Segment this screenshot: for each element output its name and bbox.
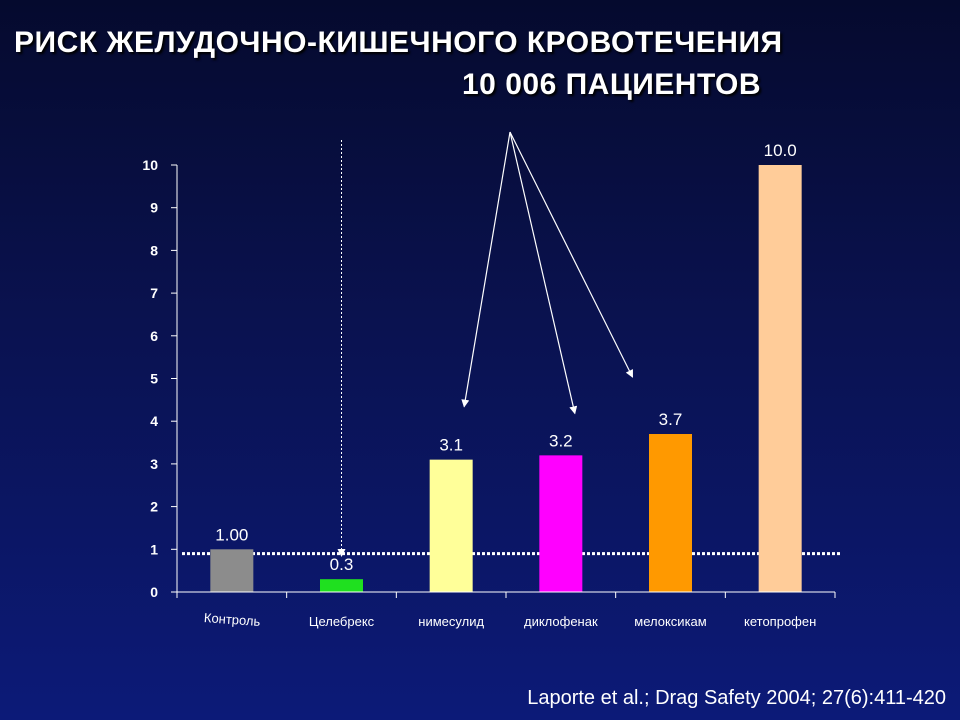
data-label-нимесулид: 3.1 <box>439 436 463 455</box>
y-tick-label-8: 8 <box>150 242 158 258</box>
y-tick-label-4: 4 <box>150 413 158 429</box>
annotation-arrow-мелоксикам <box>509 131 634 378</box>
y-tick-label-6: 6 <box>150 328 158 344</box>
data-label-диклофенак: 3.2 <box>549 431 573 450</box>
y-tick-label-9: 9 <box>150 200 158 216</box>
x-tick-label-нимесулид: нимесулид <box>418 614 484 629</box>
y-tick-label-3: 3 <box>150 456 158 472</box>
chart-title-line2: 10 006 ПАЦИЕНТОВ <box>462 68 762 101</box>
data-label-кетопрофен: 10.0 <box>764 141 797 160</box>
bar-кетопрофен <box>758 165 802 592</box>
y-tick-label-1: 1 <box>150 541 158 557</box>
y-tick-label-5: 5 <box>150 371 158 387</box>
chart-title-line1: РИСК ЖЕЛУДОЧНО-КИШЕЧНОГО КРОВОТЕЧЕНИЯ <box>14 26 783 59</box>
y-tick-label-7: 7 <box>150 285 158 301</box>
y-tick-label-10: 10 <box>142 157 158 173</box>
bar-мелоксикам <box>649 434 692 592</box>
annotation-arrow-нимесулид <box>461 131 511 408</box>
bar-Контроль <box>210 549 254 592</box>
x-tick-label-диклофенак: диклофенак <box>524 614 598 629</box>
x-tick-label-Целебрекс: Целебрекс <box>309 614 375 629</box>
bar-нимесулид <box>429 459 473 592</box>
x-tick-label-Контроль: Контроль <box>203 610 261 629</box>
x-tick-label-кетопрофен: кетопрофен <box>744 614 816 629</box>
citation: Laporte et al.; Drag Safety 2004; 27(6):… <box>527 687 946 709</box>
data-label-Целебрекс: 0.3 <box>330 555 354 574</box>
y-tick-label-0: 0 <box>150 584 158 600</box>
x-tick-label-мелоксикам: мелоксикам <box>634 614 706 629</box>
annotation-arrow-диклофенак <box>509 131 578 415</box>
data-label-Контроль: 1.00 <box>215 525 248 544</box>
bar-диклофенак <box>539 455 583 592</box>
bar-Целебрекс <box>320 579 363 592</box>
y-tick-label-2: 2 <box>150 499 158 515</box>
data-label-мелоксикам: 3.7 <box>659 410 683 429</box>
